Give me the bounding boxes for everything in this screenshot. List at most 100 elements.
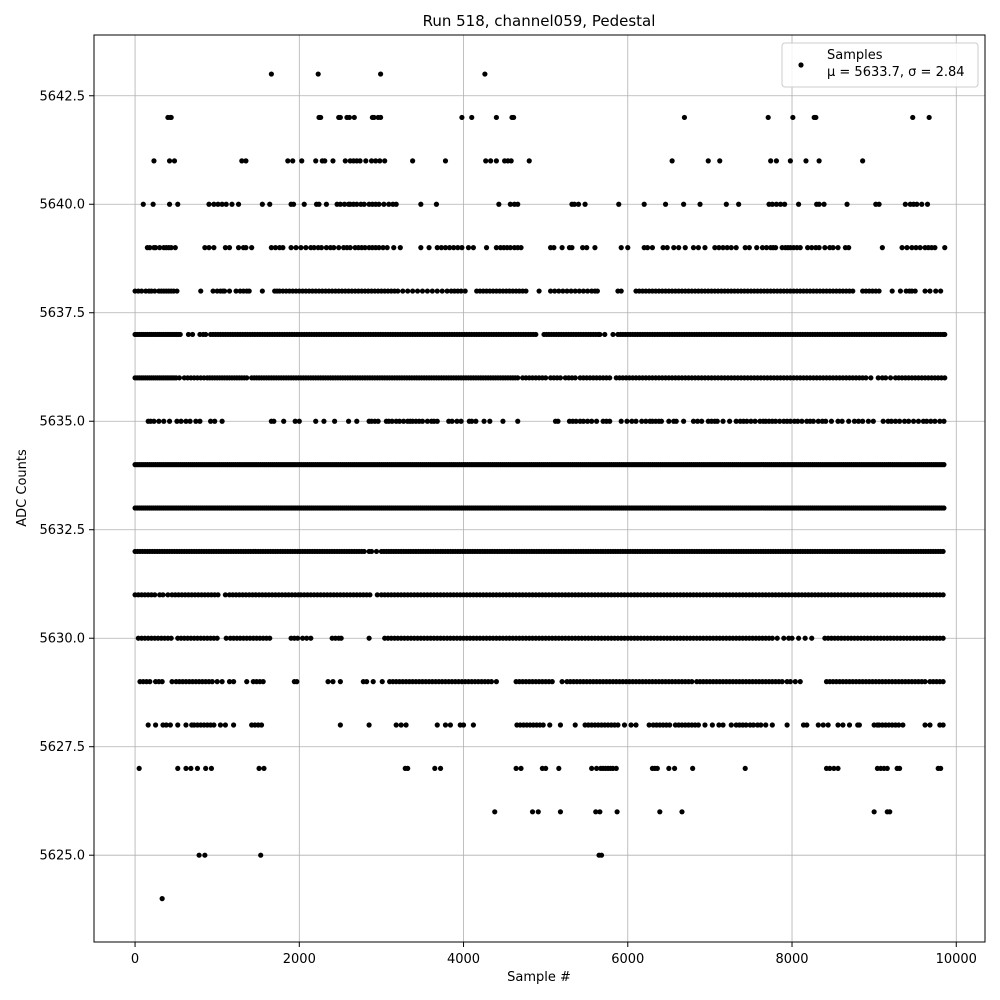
data-point [442,158,449,164]
data-point [917,245,923,251]
data-point [937,418,943,424]
data-point [206,245,212,251]
data-point [346,114,352,121]
x-tick-label: 10000 [936,952,977,967]
data-point [405,288,411,294]
data-point [398,722,404,728]
data-point [927,288,933,294]
data-point [742,245,748,251]
data-point [172,245,178,251]
data-point [145,722,151,728]
plot-frame [93,34,986,943]
data-point [165,592,171,598]
data-point [315,71,321,77]
data-point [386,201,392,207]
data-point [889,288,895,294]
data-point [846,245,852,251]
data-point [193,418,199,424]
chart-title: Run 518, channel059, Pedestal [423,12,656,30]
data-point [202,852,208,858]
data-point [724,245,730,251]
data-point [777,418,783,424]
data-point [551,245,557,251]
data-point [380,245,386,251]
data-point [323,245,329,251]
data-point [643,418,649,424]
data-point [208,765,215,772]
data-point [454,418,460,424]
data-point [899,245,905,251]
data-point [361,548,367,555]
data-point [258,722,265,728]
data-point [922,288,928,294]
x-tick-label: 6000 [611,952,644,967]
data-point [175,201,181,207]
data-point [429,288,435,294]
data-point [799,418,805,424]
data-point [397,245,403,251]
data-point [211,245,217,251]
data-point [211,722,217,728]
data-point [876,201,882,207]
data-point [378,71,384,77]
data-point [695,722,702,728]
data-point [607,375,613,381]
data-point [377,158,383,164]
data-point [212,418,218,424]
data-point [444,288,450,294]
data-point [160,592,166,598]
data-point [235,201,242,207]
data-point [922,722,928,728]
data-point [649,245,656,251]
data-point [549,679,555,685]
data-point [602,331,608,338]
data-point [772,418,779,424]
data-point [460,722,467,728]
data-point [414,288,421,294]
data-point [458,288,464,294]
data-point [313,158,319,164]
data-point [515,201,521,207]
y-tick-label: 5635.0 [40,415,86,430]
data-point [459,245,465,251]
data-point [909,245,915,251]
data-point [897,418,903,424]
data-point [235,245,242,251]
data-point [690,418,697,424]
data-point [318,114,324,121]
data-point [280,245,286,251]
data-point [295,635,301,641]
data-point [174,418,180,424]
data-point [222,722,228,728]
data-point [941,505,947,511]
x-tick-label: 8000 [775,952,808,967]
data-point [446,245,453,251]
data-point [217,722,224,728]
data-point [469,418,475,424]
data-point [410,158,416,164]
data-point [147,679,153,685]
data-point [206,201,212,207]
data-point [442,245,449,251]
data-point [150,201,156,207]
data-point [573,418,579,424]
data-point [681,114,688,121]
data-point [828,418,835,424]
data-point [892,418,899,424]
data-point [208,418,214,424]
data-point [347,245,353,251]
legend-series-name: Samples [827,48,883,63]
data-point [610,331,616,338]
data-point [860,418,866,424]
data-point [669,158,675,164]
data-point [657,809,663,815]
data-point [308,635,314,641]
data-point [547,722,553,728]
data-point [222,245,228,251]
data-point [694,418,701,424]
data-point [927,722,933,728]
data-point [844,201,850,207]
data-point [419,418,426,424]
data-point [736,201,742,207]
data-point [805,245,811,251]
